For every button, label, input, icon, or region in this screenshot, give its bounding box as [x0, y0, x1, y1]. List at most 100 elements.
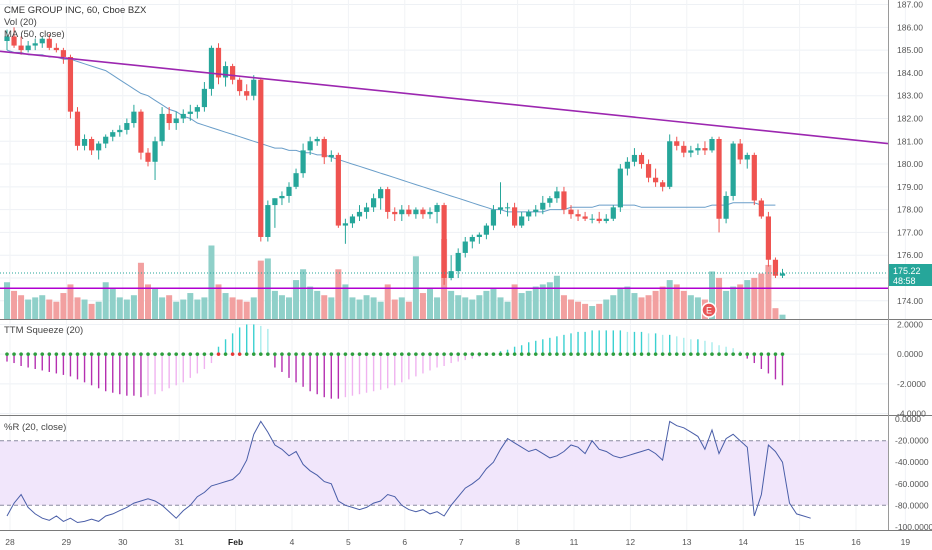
candle-body [314, 138, 320, 142]
squeeze-dot [407, 352, 411, 356]
candle-body [413, 209, 419, 215]
time-tick-label: 4 [290, 537, 295, 547]
candle-body [4, 36, 10, 42]
squeeze-dot [287, 352, 291, 356]
volume-bar [744, 280, 751, 319]
ma-study-label[interactable]: MA (50, close) [4, 29, 65, 40]
volume-bar [617, 288, 624, 319]
volume-bar [321, 295, 328, 319]
price-tick-label: 180.00 [897, 159, 923, 169]
squeeze-dot [125, 352, 129, 356]
squeeze-dot [498, 352, 503, 356]
squeeze-dot [357, 352, 362, 356]
volume-bar [180, 299, 187, 319]
time-tick-label: 15 [795, 537, 805, 547]
squeeze-dot [174, 352, 178, 356]
candle-body [173, 118, 179, 124]
volume-bar [250, 297, 257, 319]
volume-bar [525, 290, 532, 319]
candle-body [321, 138, 327, 158]
candle-body [110, 132, 116, 137]
volume-bar [145, 284, 151, 319]
volume-bar [518, 293, 525, 319]
candle-body [60, 50, 66, 57]
candle-body [138, 111, 144, 153]
percent-r-tick-label: -100.0000 [895, 522, 932, 532]
volume-bar [81, 299, 88, 319]
candle-body [554, 191, 560, 199]
price-tick-label: 182.00 [897, 113, 923, 123]
squeeze-dot [315, 352, 320, 356]
volume-bar [751, 277, 758, 319]
squeeze-dot [392, 352, 397, 356]
squeeze-dot [597, 352, 601, 356]
candle-body [765, 216, 771, 260]
squeeze-dot [251, 352, 256, 356]
squeeze-dot [710, 352, 714, 356]
candle-body [32, 43, 38, 46]
percent-r-band [0, 440, 888, 506]
volume-bar [18, 295, 25, 319]
volume-bar [490, 288, 497, 319]
squeeze-dot [618, 352, 623, 356]
volume-study-label[interactable]: Vol (20) [4, 17, 37, 28]
squeeze-dot [653, 352, 658, 356]
volume-bar [511, 284, 518, 319]
volume-bar [243, 301, 250, 319]
squeeze-dot [477, 352, 482, 356]
price-tick-label: 174.00 [897, 296, 923, 306]
time-axis[interactable]: 28 29 30 31 Feb 4 5 6 7 8 11 12 13 14 15 16 19 [5, 537, 910, 547]
squeeze-dot [40, 352, 45, 356]
time-tick-label: 19 [901, 537, 911, 547]
volume-bar [328, 297, 335, 319]
volume-bar [67, 284, 74, 319]
candle-body [540, 202, 546, 210]
volume-bar [215, 284, 222, 319]
candle-body [603, 218, 609, 222]
candle-body [434, 205, 440, 212]
volume-bar [201, 297, 208, 319]
candle-body [237, 79, 243, 92]
squeeze-dot [562, 352, 566, 356]
candle-body [187, 111, 193, 114]
drawing-lines[interactable] [0, 50, 889, 290]
volume-bar [497, 297, 504, 319]
squeeze-dot [731, 352, 735, 356]
moving-average [6, 49, 776, 213]
squeeze-study-label[interactable]: TTM Squeeze (20) [4, 325, 83, 336]
squeeze-dot [329, 352, 334, 356]
squeeze-dot [12, 352, 16, 356]
volume-bar [53, 301, 60, 319]
squeeze-dot [110, 352, 115, 356]
volume-bar [229, 297, 236, 319]
candle-body [702, 148, 708, 151]
candle-body [159, 113, 165, 142]
earnings-marker[interactable]: E [701, 302, 717, 318]
volume-bar [779, 314, 786, 319]
squeeze-dot [533, 352, 538, 356]
candle-body [441, 205, 447, 278]
volume-bar [222, 293, 229, 319]
squeeze-dot [266, 352, 270, 356]
volume-bar [568, 299, 574, 319]
candle-body [504, 207, 511, 209]
percent-r-study-label[interactable]: %R (20, close) [4, 422, 66, 433]
squeeze-dot [449, 352, 453, 356]
squeeze-dot [336, 352, 341, 356]
squeeze-dot [308, 352, 312, 356]
candle-body [448, 271, 454, 278]
squeeze-dot [583, 352, 587, 356]
volume-bar [363, 295, 370, 319]
candle-body [307, 141, 313, 151]
candle-body [244, 91, 250, 96]
candle-body [96, 143, 102, 151]
squeeze-dot [167, 352, 171, 356]
squeeze-dot [322, 352, 327, 356]
candle-body [145, 152, 151, 162]
volume-bar [384, 284, 391, 319]
candle-body [286, 186, 292, 196]
candle-body [744, 154, 750, 160]
squeeze-dot [780, 352, 785, 356]
volume-bar [173, 301, 180, 319]
